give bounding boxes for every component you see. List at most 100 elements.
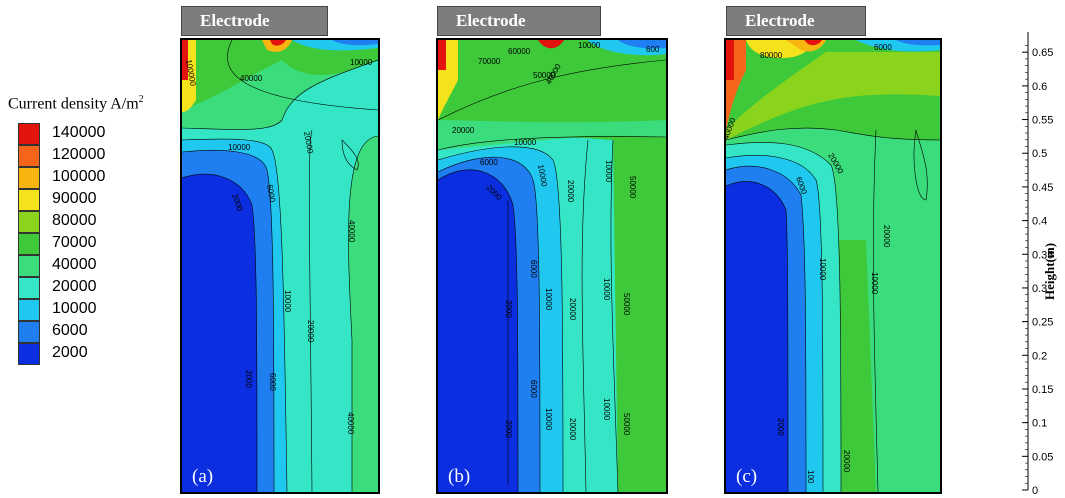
legend-entry: 120000 [18, 145, 178, 167]
electrode-label-a: Electrode [181, 6, 328, 36]
legend-entry: 80000 [18, 211, 178, 233]
tick-label: 0.45 [1032, 182, 1053, 194]
contour-label: 6000 [874, 43, 892, 52]
legend-label: 40000 [52, 256, 97, 273]
legend-swatch [18, 233, 40, 255]
panel-label-a: (a) [192, 466, 214, 487]
contour-panel-c: 80000 6000 40000 20000 6000 10000 20000 … [724, 38, 942, 494]
panel-label-b: (b) [448, 466, 471, 487]
legend-entry: 2000 [18, 343, 178, 365]
electrode-label-b: Electrode [437, 6, 601, 36]
contour-label: 20000 [302, 131, 315, 155]
contour-label: 70000 [478, 57, 501, 66]
contour-label: 20000 [306, 320, 315, 343]
contour-label: 6000 [268, 373, 277, 391]
contour-label: 80000 [760, 51, 783, 60]
contour-label: 10000 [578, 41, 601, 50]
contour-label: 2000 [504, 420, 513, 438]
contour-label: 10000 [870, 272, 879, 295]
contour-plot-b: 60000 70000 50000 40000 10000 600 20000 … [438, 40, 666, 492]
contour-label: 50000 [533, 71, 556, 80]
contour-label: 2000 [504, 300, 513, 318]
legend-entry: 140000 [18, 123, 178, 145]
contour-label: 50000 [622, 293, 631, 316]
legend-swatch [18, 321, 40, 343]
legend-label: 70000 [52, 234, 97, 251]
contour-label: 6000 [529, 260, 538, 278]
panel-label-c: (c) [736, 466, 758, 487]
legend-entry: 90000 [18, 189, 178, 211]
legend-swatch [18, 277, 40, 299]
tick-label: 0.1 [1032, 418, 1047, 430]
contour-panel-a: 40000 10000 10000 2000 6000 20000 10000 … [180, 38, 380, 494]
contour-label: 20000 [882, 225, 891, 248]
contour-label: 40000 [347, 220, 356, 243]
legend-entry: 6000 [18, 321, 178, 343]
legend-swatch [18, 343, 40, 365]
tick-label: 0.05 [1032, 451, 1053, 463]
contour-label: 40000 [240, 74, 263, 83]
contour-panel-b: 60000 70000 50000 40000 10000 600 20000 … [436, 38, 668, 494]
contour-label: 6000 [480, 158, 498, 167]
contour-label: 10000 [604, 160, 613, 183]
contour-label: 10000 [350, 58, 373, 67]
contour-label: 10000 [544, 408, 553, 431]
contour-label: 60000 [508, 47, 531, 56]
legend-swatch [18, 189, 40, 211]
y-axis-title: Height(m) [1042, 242, 1057, 300]
legend-label: 80000 [52, 212, 97, 229]
legend-swatch [18, 123, 40, 145]
tick-label: 0.5 [1032, 148, 1047, 160]
tick-label: 0.65 [1032, 47, 1053, 59]
contour-label: 100 [806, 470, 815, 484]
contour-label: 20000 [568, 298, 577, 321]
legend-swatch [18, 145, 40, 167]
contour-label: 6000 [529, 380, 538, 398]
legend-label: 10000 [52, 300, 97, 317]
legend-swatch [18, 255, 40, 277]
tick-label: 0.15 [1032, 384, 1053, 396]
legend-entry: 70000 [18, 233, 178, 255]
tick-label: 0.6 [1032, 81, 1047, 93]
legend-label: 2000 [52, 344, 88, 361]
contour-label: 10000 [544, 288, 553, 311]
contour-label: 10000 [602, 398, 611, 421]
contour-label: 10000 [283, 290, 292, 313]
legend-entry: 40000 [18, 255, 178, 277]
contour-label: 6000 [265, 184, 277, 204]
tick-label: 0.3 [1032, 283, 1047, 295]
tick-label: 0 [1032, 485, 1038, 497]
legend-swatch [18, 167, 40, 189]
electrode-label-c: Electrode [726, 6, 866, 36]
contour-label: 10000 [818, 258, 827, 281]
legend-label: 120000 [52, 146, 106, 163]
legend-entry: 100000 [18, 167, 178, 189]
legend-label: 90000 [52, 190, 97, 207]
contour-label: 10000 [228, 143, 251, 152]
contour-label: 40000 [726, 116, 738, 141]
legend-title: Current density A/m2 [8, 94, 144, 113]
legend-entry: 20000 [18, 277, 178, 299]
contour-label: 50000 [628, 176, 637, 199]
contour-label: 10000 [514, 138, 537, 147]
legend-swatch [18, 211, 40, 233]
legend-label: 140000 [52, 124, 106, 141]
height-axis: 0 0.05 0.1 0.15 0.2 0.25 0.3 0.35 0.4 0.45 0.5 0.55… [1022, 32, 1053, 497]
contour-label: 50000 [622, 413, 631, 436]
contour-label: 20000 [566, 180, 575, 203]
legend-entry: 10000 [18, 299, 178, 321]
contour-plot-a: 40000 10000 10000 2000 6000 20000 10000 … [182, 40, 378, 492]
contour-label: 10000 [536, 164, 549, 188]
contour-label: 40000 [346, 412, 355, 435]
legend-label: 6000 [52, 322, 88, 339]
contour-label: 20000 [568, 418, 577, 441]
tick-label: 0.55 [1032, 115, 1053, 127]
tick-label: 0.25 [1032, 317, 1053, 329]
contour-label: 20000 [452, 126, 475, 135]
contour-label: 2000 [244, 370, 253, 388]
legend-swatch [18, 299, 40, 321]
legend-label: 20000 [52, 278, 97, 295]
tick-label: 0.35 [1032, 249, 1053, 261]
tick-label: 0.4 [1032, 216, 1047, 228]
contour-plot-c: 80000 6000 40000 20000 6000 10000 20000 … [726, 40, 940, 492]
